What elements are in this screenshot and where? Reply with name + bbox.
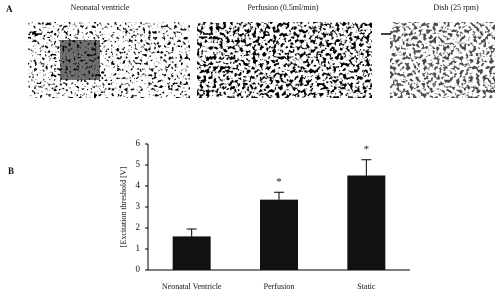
y-axis-label: [Excitation threshold [V] [119,166,128,247]
y-tick-label: 3 [136,201,141,211]
significance-mark: * [276,176,282,188]
image-caption: Neonatal ventricle [71,3,130,12]
significance-mark: * [364,143,370,155]
image-3 [378,22,495,98]
y-tick-label: 6 [136,138,141,148]
y-tick-label: 5 [136,159,141,169]
error-bar [361,159,372,176]
bar [260,199,298,270]
error-bar [274,191,284,200]
image-caption: Perfusion (0.5ml/min) [247,3,318,12]
error-bar [186,228,197,237]
panel-label: B [8,166,14,176]
image-caption: Dish (25 rpm) [433,3,479,12]
bar [172,236,211,270]
y-tick-label: 0 [136,264,141,274]
y-tick-label: 1 [136,243,141,253]
bar [347,175,386,270]
image-1 [28,22,190,98]
y-tick-label: 2 [136,222,141,232]
y-tick-label: 4 [136,180,141,190]
image-2 [197,22,372,98]
x-tick-label: Static [357,282,376,291]
x-tick-label: Neonatal Ventricle [162,282,222,291]
x-tick-label: Perfusion [264,282,295,291]
panel-label: A [6,4,13,14]
